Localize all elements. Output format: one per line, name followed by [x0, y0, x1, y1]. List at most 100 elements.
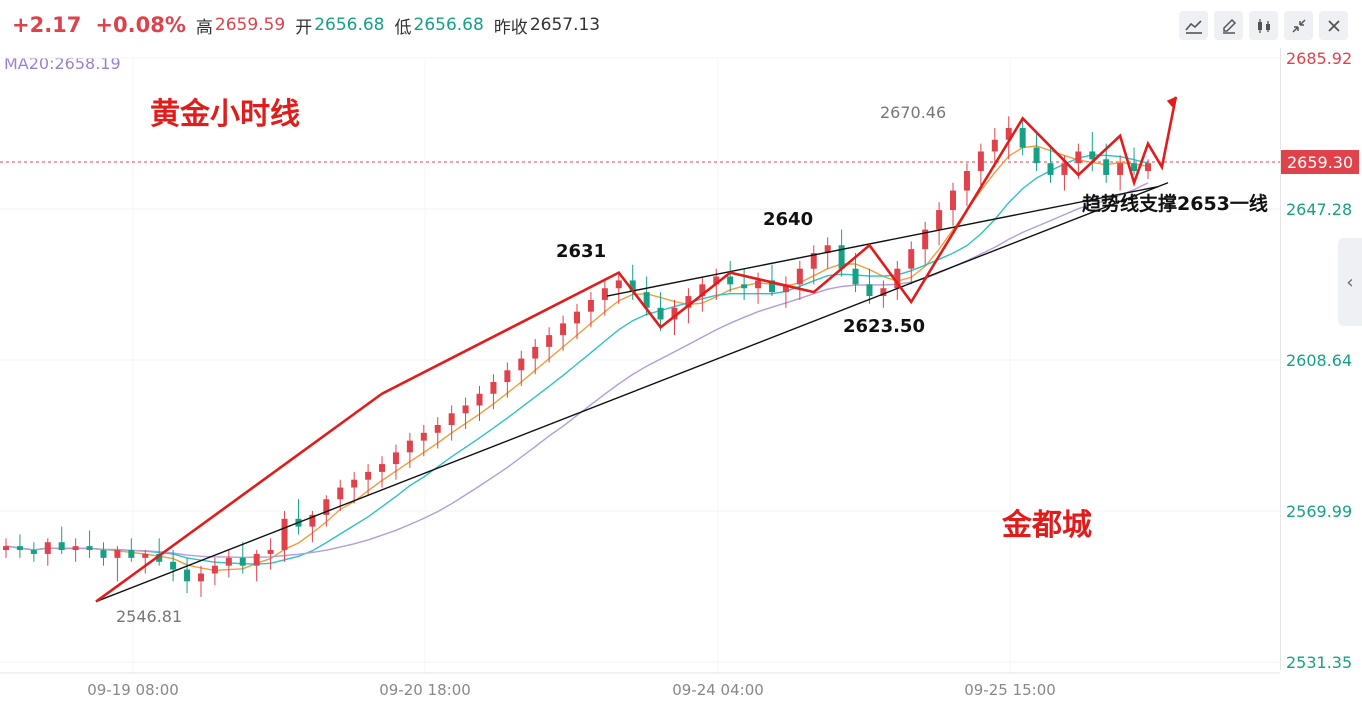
- candle-body: [1005, 128, 1012, 140]
- candle-body: [211, 565, 218, 574]
- support-trendline: [95, 182, 1169, 603]
- candle-body: [406, 440, 413, 453]
- candle-body: [281, 518, 288, 551]
- candle-body: [782, 284, 789, 293]
- candle-body: [741, 284, 748, 289]
- candle-body: [197, 573, 204, 582]
- candle-body: [615, 280, 622, 289]
- candle-body: [100, 550, 107, 558]
- level-label-2640: 2640: [763, 209, 813, 230]
- high-price-label: 2670.46: [880, 103, 946, 122]
- price-axis-divider: [1280, 48, 1281, 670]
- candle-body: [72, 546, 79, 551]
- low-price-label: 2546.81: [116, 607, 182, 626]
- price-change-percent: +0.08%: [95, 13, 186, 37]
- pen-edit-icon[interactable]: [1214, 11, 1243, 40]
- candle-body: [448, 413, 455, 426]
- candle-body: [44, 542, 51, 554]
- candle-body: [727, 276, 734, 285]
- prev-close-value: 2657.13: [529, 15, 601, 35]
- chevron-left-icon: ‹: [1346, 271, 1354, 293]
- candle-body: [824, 245, 831, 254]
- candle-body: [504, 370, 511, 383]
- x-tick-label: 09-20 18:00: [379, 681, 471, 699]
- candle-body: [685, 296, 692, 308]
- current-price-label: 2659.30: [1287, 153, 1353, 172]
- candle-body: [950, 190, 957, 211]
- candle-body: [518, 358, 525, 371]
- candle-body: [476, 393, 483, 406]
- x-tick-label: 09-19 08:00: [87, 681, 179, 699]
- candle-body: [838, 245, 845, 269]
- candle-body: [267, 550, 274, 554]
- candle-body: [768, 280, 775, 293]
- candle-body: [936, 210, 943, 230]
- candle-body: [225, 557, 232, 566]
- level-label-2623: 2623.50: [843, 316, 925, 337]
- candle-body: [253, 553, 260, 566]
- candle-body: [657, 307, 664, 320]
- candle-body: [379, 464, 386, 472]
- candle-body: [1117, 163, 1124, 175]
- x-tick-label: 09-25 15:00: [964, 681, 1056, 699]
- y-tick-label: 2531.35: [1286, 653, 1352, 672]
- candle-body: [351, 479, 358, 488]
- prev-close-label: 昨收: [493, 17, 528, 38]
- level-label-2631: 2631: [556, 241, 606, 262]
- candle-body: [963, 171, 970, 191]
- candle-body: [713, 276, 720, 285]
- ma5-line: [5, 145, 1149, 572]
- high-value: 2659.59: [214, 15, 286, 35]
- y-tick-label: 2608.64: [1286, 351, 1352, 370]
- candle-body: [420, 432, 427, 441]
- candle-body: [114, 550, 121, 558]
- side-panel-toggle[interactable]: ‹: [1338, 238, 1362, 326]
- candle-body: [1075, 151, 1082, 164]
- low-value: 2656.68: [413, 15, 484, 35]
- candle-body: [894, 268, 901, 289]
- candle-body: [880, 288, 887, 297]
- candlestick-icon[interactable]: [1249, 11, 1278, 40]
- line-tool-icon[interactable]: [1179, 11, 1208, 40]
- ma20-line: [5, 182, 1149, 559]
- chart-toolbar: [1179, 11, 1348, 40]
- candle-body: [601, 288, 608, 300]
- trend-support-label: 趋势线支撑2653一线: [1082, 192, 1268, 215]
- channel-trendline: [606, 185, 1159, 297]
- candle-body: [434, 425, 441, 433]
- quote-header: +2.17 +0.08% 高 2659.59 开 2656.68 低 2656.…: [0, 0, 1362, 50]
- high-label: 高: [195, 17, 213, 38]
- candle-body: [462, 405, 469, 414]
- candle-body: [309, 514, 316, 527]
- candle-body: [490, 382, 497, 394]
- collapse-icon[interactable]: [1284, 11, 1313, 40]
- x-tick-label: 09-24 04:00: [672, 681, 764, 699]
- forecast-arrowhead: [1166, 96, 1176, 108]
- forecast-zigzag: [95, 96, 1178, 603]
- ma20-readout: MA20:2658.19: [4, 54, 121, 73]
- candle-body: [323, 499, 330, 515]
- candle-body: [1019, 128, 1026, 148]
- candle-body: [184, 569, 191, 582]
- candle-body: [866, 284, 873, 297]
- candle-body: [30, 550, 37, 554]
- candle-body: [1047, 163, 1054, 175]
- candle-body: [3, 546, 9, 551]
- candle-body: [239, 557, 246, 566]
- low-label: 低: [394, 17, 412, 38]
- candle-body: [170, 561, 177, 570]
- close-icon[interactable]: [1319, 11, 1348, 40]
- candle-body: [908, 249, 915, 269]
- candle-body: [796, 268, 803, 285]
- current-price-tag: [1281, 150, 1359, 175]
- candle-body: [1089, 151, 1096, 160]
- y-tick-label: 2685.92: [1286, 49, 1352, 68]
- candle-body: [1131, 163, 1138, 172]
- price-change: +2.17: [12, 13, 82, 37]
- candle-body: [86, 546, 93, 551]
- candle-body: [629, 280, 636, 293]
- candle-body: [1061, 163, 1068, 175]
- chart-title: 黄金小时线: [150, 97, 300, 132]
- candle-body: [977, 151, 984, 172]
